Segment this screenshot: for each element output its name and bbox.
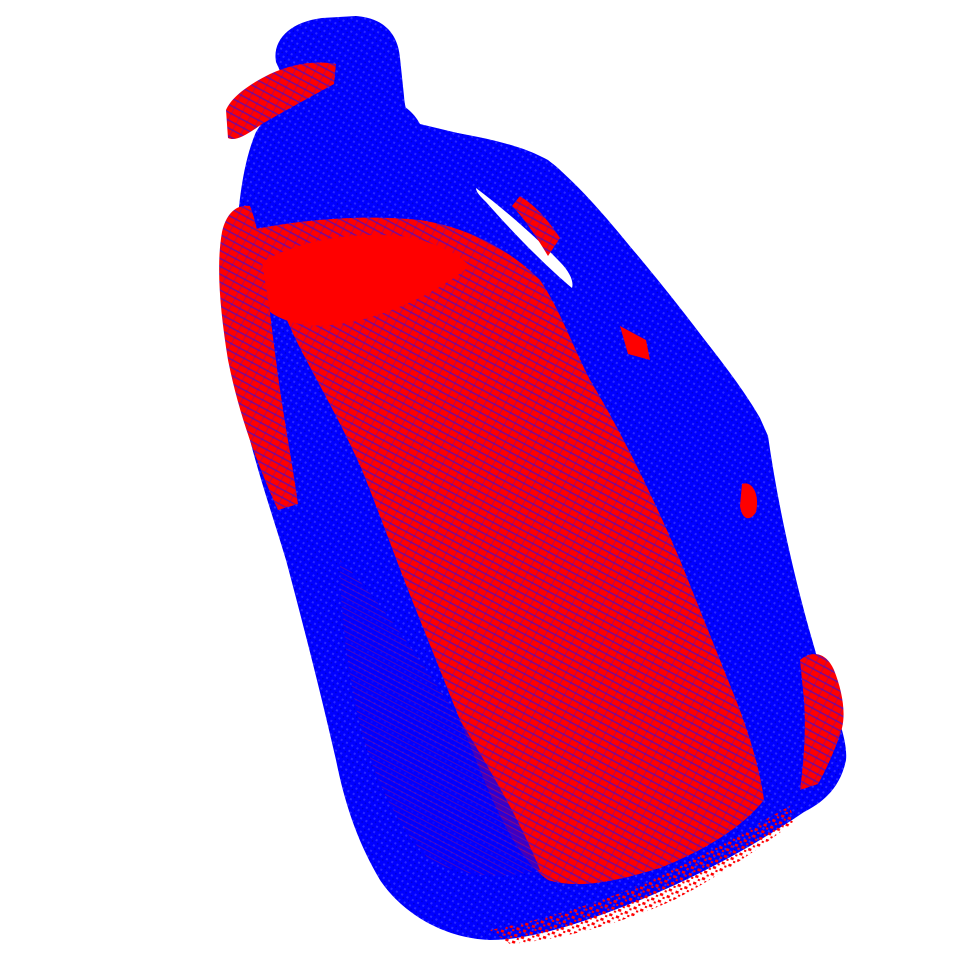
observed-right-blob: [740, 483, 758, 519]
handle-gap: [476, 188, 573, 288]
observed-mid-fragment: [620, 326, 650, 360]
observed-right-fragment: [800, 654, 844, 790]
observed-shoulder: [262, 235, 470, 326]
model-handle-points: [440, 130, 764, 430]
observed-point-cloud: [219, 62, 844, 944]
observed-handle-fragment: [512, 196, 560, 256]
model-lower-overlap: [340, 560, 540, 876]
observed-bottom-fringe: [490, 806, 794, 944]
observed-main-band: [250, 217, 764, 885]
observed-lower-streaks: [560, 700, 730, 815]
observed-left-strip: [219, 205, 298, 511]
observed-cap-fragment: [226, 62, 336, 140]
